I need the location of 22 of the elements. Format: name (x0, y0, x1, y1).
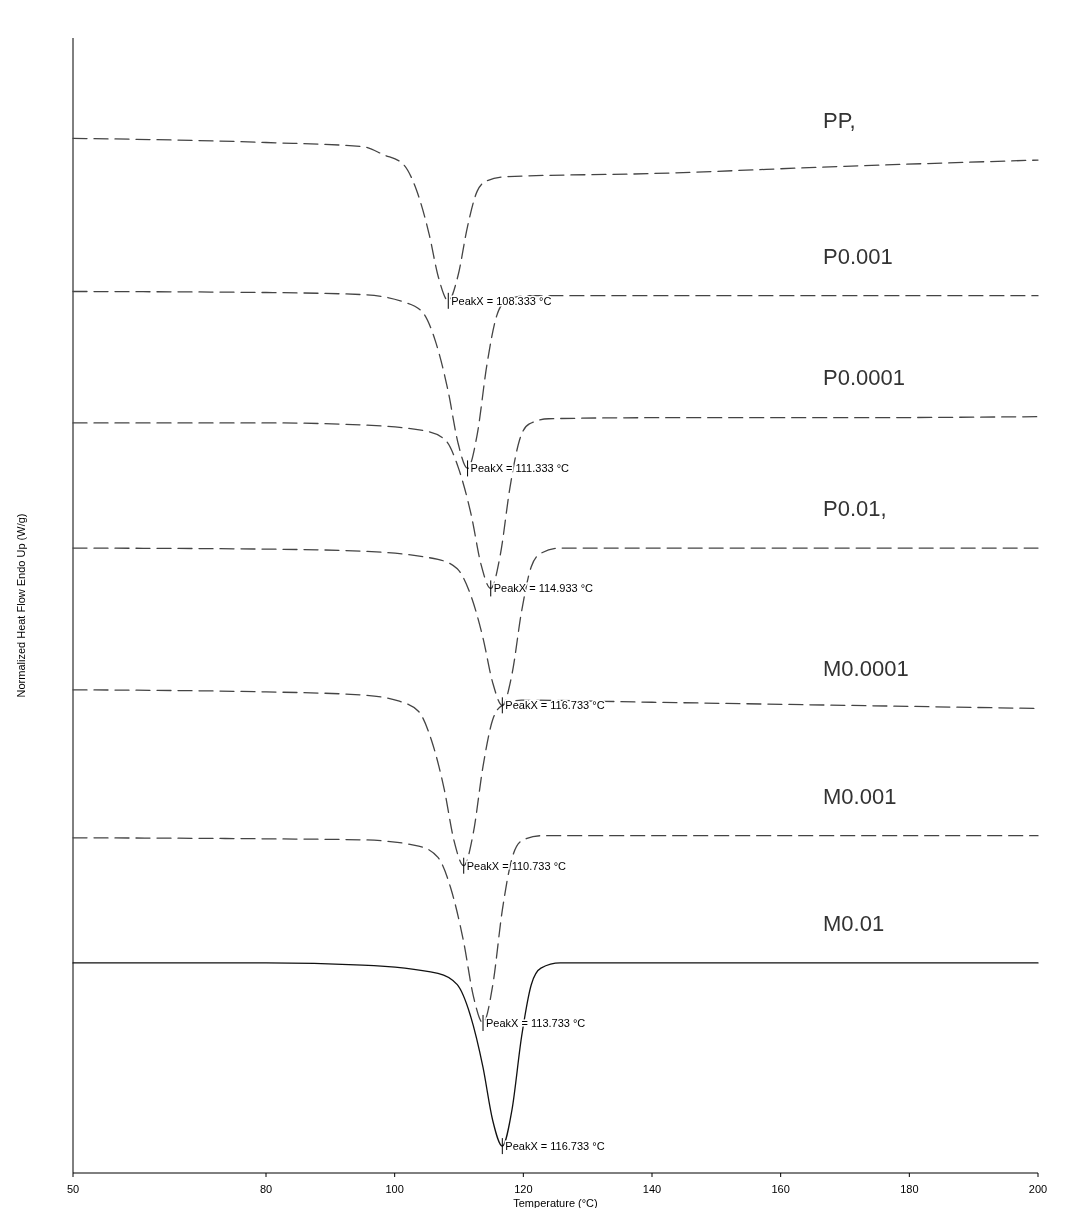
x-tick-label: 140 (642, 1183, 662, 1195)
annotation: PeakX = 116.733 °C (505, 1140, 605, 1153)
annotation: PeakX = 114.933 °C (493, 582, 594, 595)
annotation: PeakX = 111.333 °C (470, 462, 570, 475)
series-label: M0.0001 (823, 656, 909, 682)
series-label: P0.01, (823, 496, 887, 522)
x-tick-label: 120 (514, 1183, 533, 1195)
x-tick-label: 200 (1028, 1183, 1048, 1195)
series-label: P0.001 (823, 243, 893, 269)
series-label: P0.0001 (823, 364, 905, 390)
annotation: PeakX = 116.733 °C (505, 699, 605, 712)
x-tick-label: 160 (771, 1183, 790, 1195)
series-label: PP, (823, 108, 856, 134)
y-axis-title: Normalized Heat Flow Endo Up (W/g) (15, 513, 27, 698)
annotation: PeakX = 110.733 °C (466, 859, 567, 872)
x-tick-label: 80 (259, 1183, 273, 1195)
series-label: M0.01 (823, 910, 885, 936)
annotation: PeakX = 108.333 °C (451, 294, 552, 307)
x-tick-label: 50 (66, 1183, 80, 1195)
x-tick-label: 180 (900, 1183, 919, 1195)
series-label: M0.001 (823, 783, 897, 809)
x-tick-label: 100 (385, 1183, 404, 1195)
